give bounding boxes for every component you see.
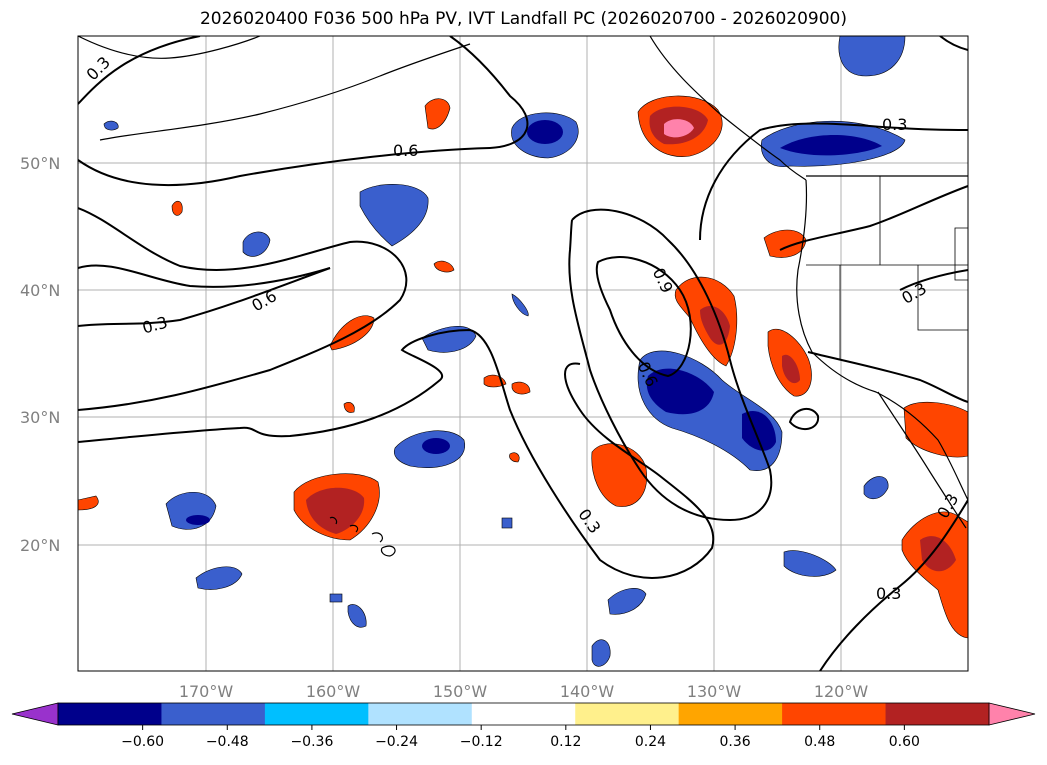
contour-0p3-north (78, 36, 201, 105)
pos-core-hawaii (306, 487, 365, 534)
pv-contours (78, 36, 968, 671)
map-frame (77, 35, 969, 672)
colorbar-swatch (471, 703, 576, 725)
contour-0p3-mid (78, 207, 408, 411)
lon-label: 160°W (306, 682, 361, 701)
colorbar-extend-max (988, 702, 1036, 726)
state-borders (806, 176, 968, 360)
colorbar-tick-label: 0.60 (889, 734, 920, 750)
contour-0p6-mid (78, 264, 331, 288)
colorbar-swatch (264, 703, 369, 725)
pos-peak-se-alaska (664, 119, 694, 138)
lon-label: 140°W (560, 682, 615, 701)
pos-patch-se (903, 401, 968, 458)
baja (877, 391, 967, 529)
contour-0p6-central (568, 208, 773, 522)
neg-core-gulf-alaska (527, 120, 563, 144)
neg-core-large-east (646, 368, 714, 415)
colorbar-tick-label: 0.24 (635, 734, 666, 750)
lat-label: 50°N (20, 154, 60, 173)
colorbar-swatch (58, 703, 162, 725)
aleutians (99, 43, 471, 141)
colorbar-extend-min (11, 702, 59, 726)
lon-label: 130°W (687, 682, 742, 701)
colorbar-tick-label: 0.12 (550, 734, 581, 750)
contour-label: 0.3 (882, 115, 907, 134)
map-title: 2026020400 F036 500 hPa PV, IVT Landfall… (199, 9, 847, 29)
colorbar-swatch (368, 703, 473, 725)
contour-0p9 (595, 256, 692, 378)
contour-label: 0.3 (876, 584, 901, 603)
contour-label: 0.6 (393, 141, 418, 160)
map-panel: 0.3 0.6 0.3 0.6 0.9 0.6 0.3 0.3 0.3 0.3 … (78, 36, 968, 671)
colorbar-tick-label: −0.36 (290, 734, 333, 750)
colorbar: −0.60 −0.48 −0.36 −0.24 −0.12 0.12 0.24 0.36 0.4… (11, 702, 1036, 750)
neg-patch-n-edge (838, 36, 906, 77)
colorbar-swatch (678, 703, 783, 725)
lon-labels: 170°W 160°W 150°W 140°W 130°W 120°W (179, 682, 869, 701)
lat-label: 20°N (20, 536, 60, 555)
colorbar-tick-label: −0.60 (121, 734, 164, 750)
neg-patch-small-1 (242, 231, 271, 257)
colorbar-tick-label: −0.12 (460, 734, 503, 750)
colorbar-tick-label: 0.48 (804, 734, 835, 750)
contour-0p3-east (699, 122, 968, 241)
na-west-coast (796, 179, 968, 501)
graticule (78, 36, 968, 671)
negative-anomaly-patches (103, 36, 906, 667)
se-alaska-coast (649, 36, 807, 181)
colorbar-tick-label: −0.48 (206, 734, 249, 750)
neg-patch-small-2 (421, 325, 477, 353)
neg-core-bc-coast (780, 135, 882, 156)
coastlines (78, 36, 968, 557)
contour-0p3-west (78, 267, 331, 327)
positive-anomaly-patches (78, 95, 968, 639)
contour-0p3-sw-ring (788, 407, 820, 431)
lon-label: 150°W (433, 682, 488, 701)
lon-label: 170°W (179, 682, 234, 701)
pos-patch-1 (424, 98, 451, 130)
colorbar-tick-label: 0.36 (720, 734, 751, 750)
colorbar-swatch (161, 703, 266, 725)
colorbar-tick-label: −0.24 (375, 734, 418, 750)
lat-label: 30°N (20, 408, 60, 427)
lat-label: 40°N (20, 281, 60, 300)
contour-0p6-nw (78, 36, 529, 187)
contour-0p3-east2 (779, 185, 968, 251)
colorbar-outline (57, 702, 990, 726)
colorbar-swatch (575, 703, 680, 725)
lon-label: 120°W (814, 682, 869, 701)
alaska-coast (78, 36, 261, 59)
colorbar-swatch (885, 703, 990, 725)
contour-0p3-south (78, 328, 715, 579)
hawaii-islands (329, 516, 396, 557)
colorbar-swatch (782, 703, 887, 725)
contour-0p3-se (807, 351, 968, 403)
neg-patch-central (359, 184, 429, 247)
contour-0p3-lower (819, 499, 968, 671)
lat-labels: 50°N 40°N 30°N 20°N (20, 154, 60, 555)
